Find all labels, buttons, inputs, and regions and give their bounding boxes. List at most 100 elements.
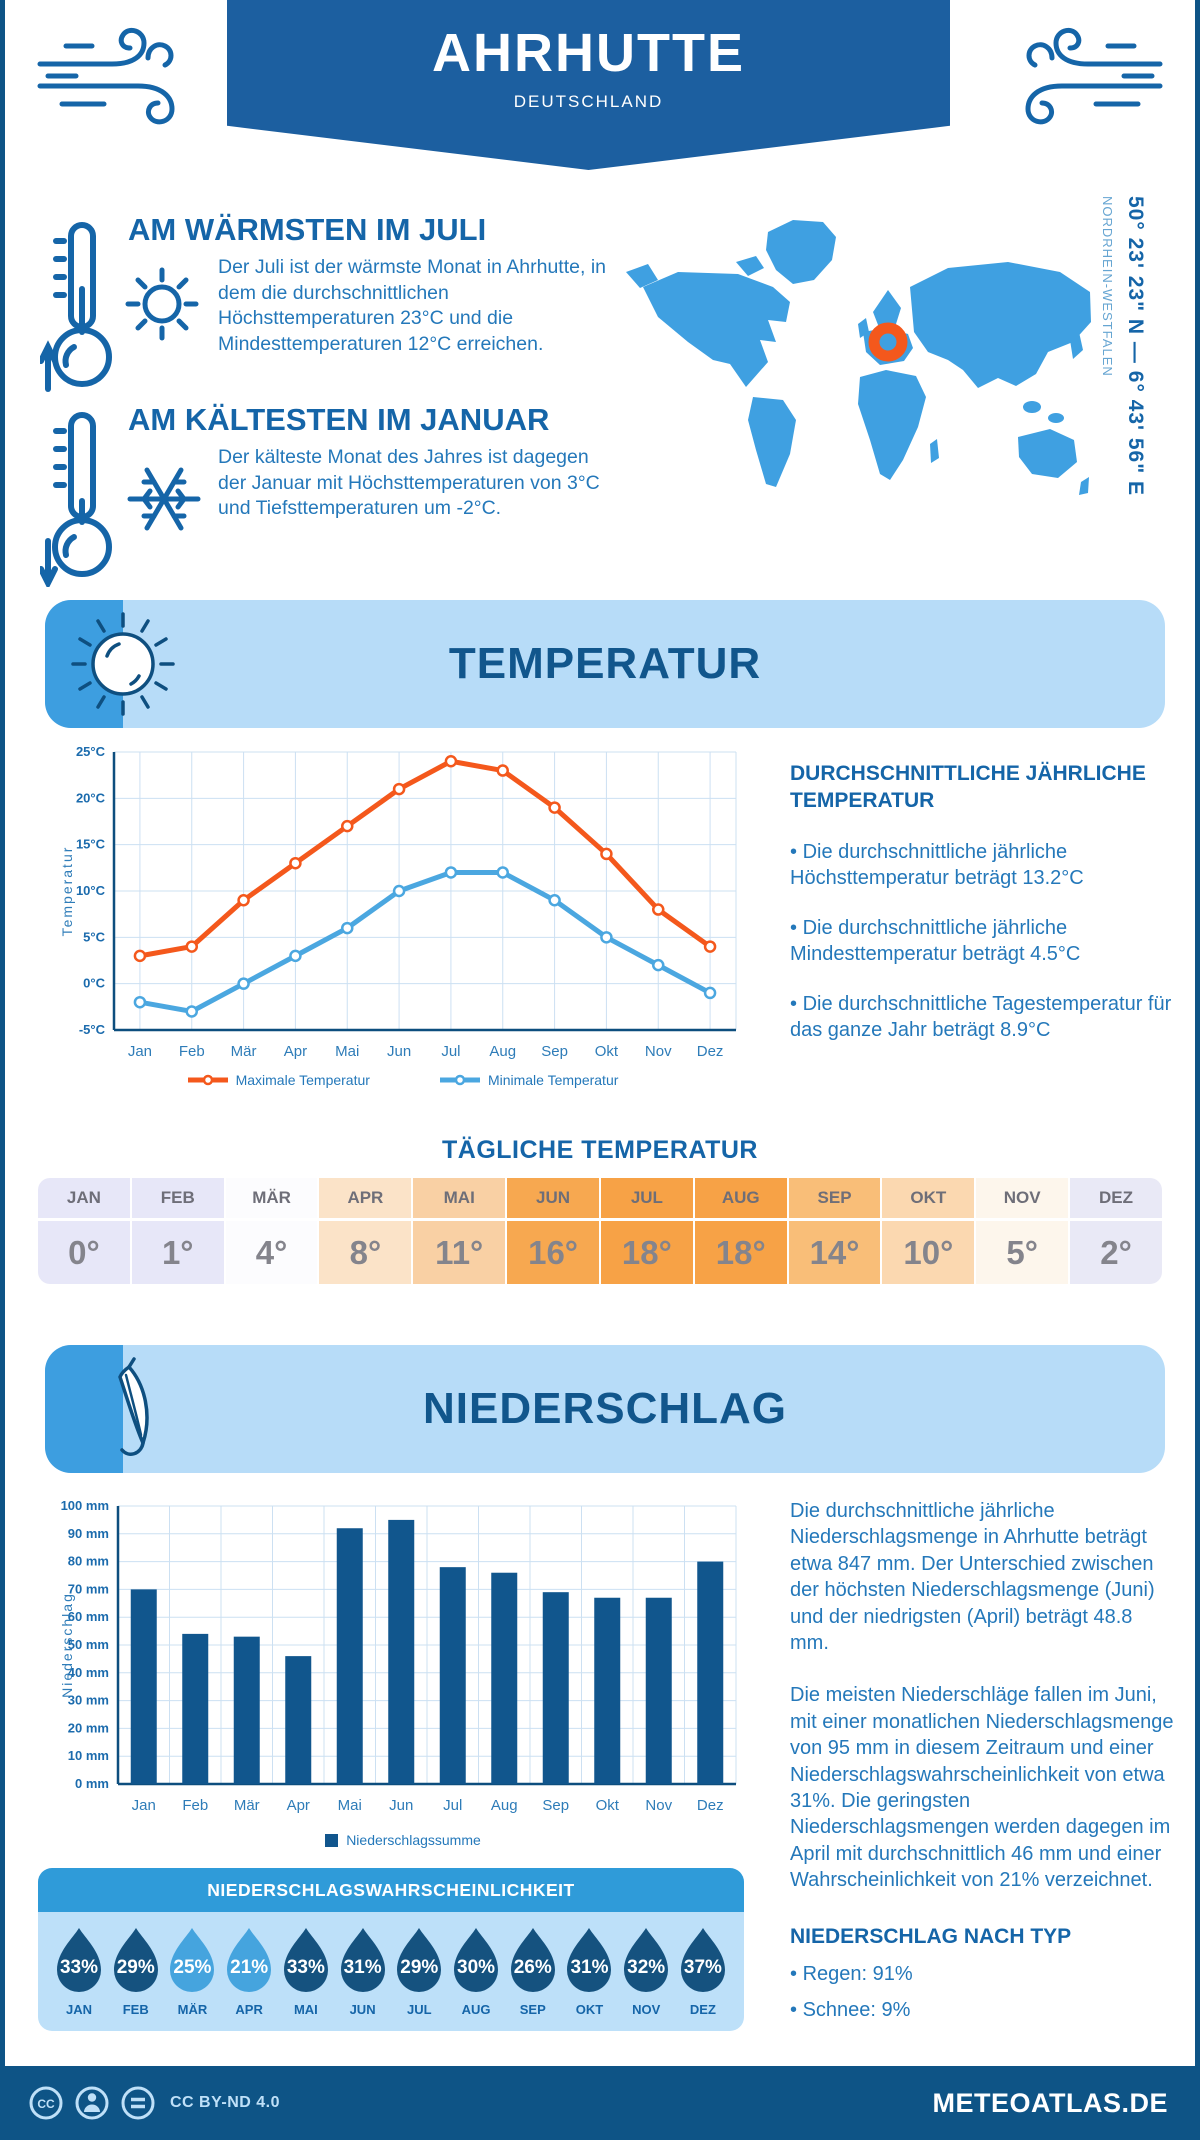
annual-temperature-bullet: Die durchschnittliche jährliche Höchstte…: [790, 839, 1174, 891]
probability-month-label: JUL: [407, 2002, 432, 2017]
month-temp-value: 2°: [1100, 1234, 1132, 1271]
probability-month-label: JAN: [65, 2002, 92, 2017]
probability-drop-item: 32% NOV: [621, 1926, 671, 2017]
svg-text:100 mm: 100 mm: [61, 1498, 109, 1513]
month-label: NOV: [976, 1178, 1069, 1221]
page-border-left: [0, 0, 5, 2140]
probability-drop-item: 30% AUG: [451, 1926, 501, 2017]
annual-temperature-bullet: Die durchschnittliche jährliche Mindestt…: [790, 915, 1174, 967]
water-drop-icon: [567, 1928, 612, 1992]
header-banner: AHRHUTTE DEUTSCHLAND: [227, 0, 950, 170]
month-temp-cell: OKT 10°: [882, 1178, 975, 1284]
month-label: JAN: [38, 1178, 130, 1221]
svg-text:Mär: Mär: [231, 1043, 257, 1060]
svg-text:Okt: Okt: [595, 1043, 619, 1060]
svg-text:Aug: Aug: [491, 1797, 518, 1814]
svg-text:Nov: Nov: [645, 1797, 672, 1814]
svg-text:Niederschlag: Niederschlag: [59, 1592, 75, 1698]
page-border-right: [1195, 0, 1200, 2140]
svg-text:Apr: Apr: [284, 1043, 307, 1060]
water-drop-icon: [454, 1928, 499, 1992]
svg-text:Mai: Mai: [338, 1797, 362, 1814]
month-label: MÄR: [225, 1178, 318, 1221]
month-label: APR: [319, 1178, 412, 1221]
svg-text:Jan: Jan: [132, 1797, 156, 1814]
precipitation-probability-heading: NIEDERSCHLAGSWAHRSCHEINLICHKEIT: [38, 1868, 744, 1912]
cc-person-icon: [75, 2086, 109, 2120]
svg-text:20 mm: 20 mm: [68, 1720, 109, 1735]
probability-value: 37%: [683, 1957, 722, 1978]
month-temp-value: 14°: [809, 1234, 860, 1271]
probability-value: 31%: [343, 1957, 382, 1978]
svg-text:-5°C: -5°C: [79, 1022, 106, 1037]
probability-value: 29%: [116, 1957, 155, 1978]
water-drop-icon: [680, 1928, 725, 1992]
thermometer-cold-icon: [40, 412, 112, 587]
coordinates-text: 50° 23' 23" N — 6° 43' 56" E: [1124, 196, 1147, 497]
svg-text:20°C: 20°C: [76, 790, 106, 805]
month-temp-value: 18°: [715, 1234, 766, 1271]
month-temp-cell: SEP 14°: [788, 1178, 881, 1284]
svg-text:Jul: Jul: [443, 1797, 462, 1814]
region-text: NORDRHEIN-WESTFALEN: [1100, 196, 1115, 377]
month-temp-value: 1°: [161, 1234, 194, 1271]
svg-text:Mai: Mai: [335, 1043, 359, 1060]
warmest-month-text: Der Juli ist der wärmste Monat in Ahrhut…: [218, 256, 606, 356]
probability-month-label: FEB: [122, 2002, 149, 2017]
month-label: JUN: [507, 1178, 599, 1221]
cc-license-icons: CC: [28, 2085, 156, 2121]
svg-text:0 mm: 0 mm: [75, 1776, 109, 1791]
svg-text:Jul: Jul: [441, 1043, 460, 1060]
section-tab: [45, 1345, 123, 1473]
sun-icon: [125, 267, 199, 341]
svg-text:Nov: Nov: [645, 1043, 672, 1060]
probability-value: 29%: [400, 1957, 439, 1978]
snowflake-icon: [127, 467, 201, 531]
svg-text:Feb: Feb: [179, 1043, 205, 1060]
svg-text:40 mm: 40 mm: [68, 1665, 109, 1680]
svg-text:25°C: 25°C: [76, 744, 106, 759]
month-temp-value: 16°: [528, 1234, 578, 1271]
precipitation-stats: Die durchschnittliche jährliche Niedersc…: [790, 1498, 1174, 2023]
month-label: DEZ: [1070, 1178, 1162, 1221]
probability-drop-item: 25% MÄR: [167, 1926, 217, 2017]
svg-text:Sep: Sep: [542, 1797, 569, 1814]
probability-drop-item: 29% JUL: [394, 1926, 444, 2017]
month-temp-value: 0°: [68, 1234, 100, 1271]
location-coordinates-block: 50° 23' 23" N — 6° 43' 56" E NORDRHEIN-W…: [1100, 196, 1147, 656]
water-drop-icon: [510, 1928, 555, 1992]
footer-site-link[interactable]: METEOATLAS.DE: [932, 2087, 1168, 2118]
daily-temperature-table: JAN 0° FEB 1° MÄR 4° APR 8° MAI 11° JUN 16° JUL 18° AU…: [38, 1178, 1162, 1284]
month-temp-cell: APR 8°: [319, 1178, 412, 1284]
svg-text:CC: CC: [37, 2097, 55, 2111]
month-temp-value: 10°: [903, 1234, 954, 1271]
svg-text:Apr: Apr: [287, 1797, 310, 1814]
temperature-chart-legend: Maximale Temperatur Minimale Temperatur: [58, 1072, 748, 1088]
month-label: MAI: [413, 1178, 506, 1221]
probability-drop-item: 37% DEZ: [678, 1926, 728, 2017]
svg-text:70 mm: 70 mm: [68, 1581, 109, 1596]
legend-item: Niederschlagssumme: [325, 1832, 481, 1848]
svg-text:0°C: 0°C: [83, 976, 105, 991]
month-temp-value: 8°: [349, 1234, 382, 1271]
month-temp-cell: NOV 5°: [976, 1178, 1069, 1284]
precipitation-probability-box: NIEDERSCHLAGSWAHRSCHEINLICHKEIT 33% JAN 29…: [38, 1868, 744, 2031]
month-label: AUG: [694, 1178, 787, 1221]
probability-month-label: MÄR: [177, 2002, 208, 2017]
svg-text:60 mm: 60 mm: [68, 1609, 109, 1624]
probability-month-label: JUN: [349, 2002, 376, 2017]
water-drop-icon: [170, 1928, 215, 1992]
water-drop-icon: [57, 1928, 101, 1992]
svg-text:Dez: Dez: [697, 1797, 724, 1814]
wind-icon: [1025, 27, 1163, 125]
svg-text:Jan: Jan: [128, 1043, 152, 1060]
water-drop-icon: [227, 1928, 272, 1992]
probability-value: 26%: [513, 1957, 552, 1978]
probability-drop-item: 31% JUN: [338, 1926, 388, 2017]
precipitation-section-banner: NIEDERSCHLAG: [45, 1345, 1165, 1473]
annual-temperature-bullets: Die durchschnittliche jährliche Höchstte…: [790, 839, 1174, 1043]
legend-swatch: [325, 1833, 339, 1847]
month-temp-cell: MÄR 4°: [225, 1178, 318, 1284]
month-temp-cell: MAI 11°: [413, 1178, 506, 1284]
month-temp-value: 11°: [435, 1234, 484, 1271]
